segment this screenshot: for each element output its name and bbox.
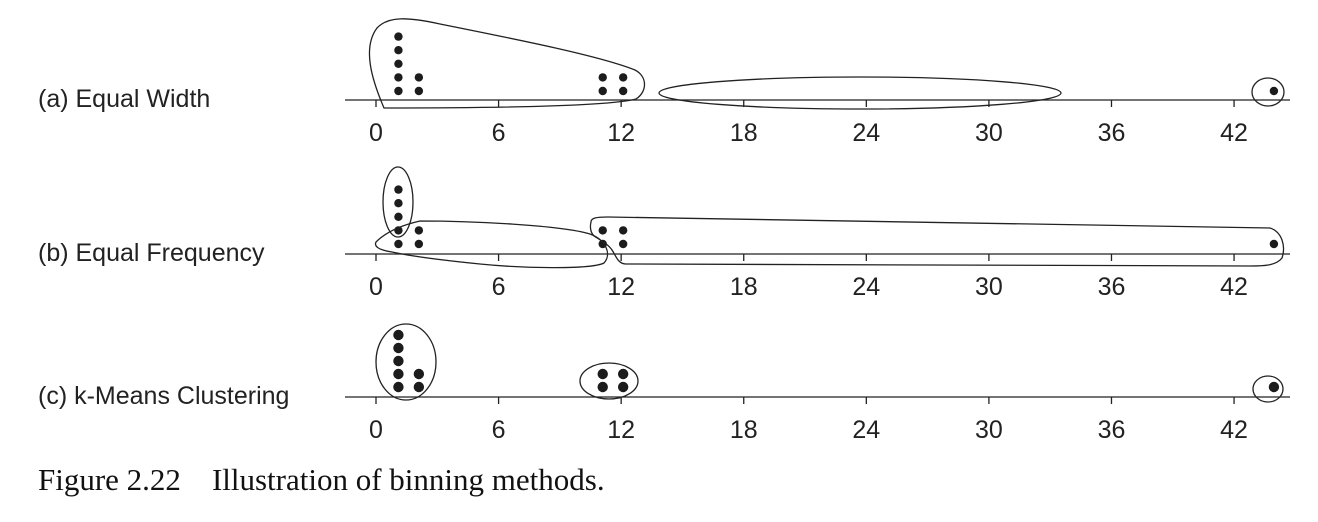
tick-label-a-36: 36 <box>1098 119 1126 147</box>
ticks-b: 0 6 12 18 24 30 36 42 <box>369 254 1248 301</box>
data-point-b-2-1 <box>414 239 424 249</box>
data-point-c-11-1 <box>597 381 608 393</box>
panel-label-kmeans: (c) k-Means Clustering <box>38 382 289 410</box>
tick-label-b-36: 36 <box>1098 273 1126 301</box>
bin-freq-1 <box>382 166 414 238</box>
data-point-b-1-3 <box>394 212 403 221</box>
data-point-c-1-3 <box>393 355 404 367</box>
data-point-c-44-1 <box>1268 381 1280 393</box>
data-point-a-2-1 <box>414 86 424 96</box>
data-point-a-12-1 <box>618 86 628 96</box>
tick-label-a-12: 12 <box>607 119 635 147</box>
panel-equal-width: (a) Equal Width 0 6 12 18 24 30 36 42 <box>38 18 1290 147</box>
bin-width-0-13 <box>368 18 646 109</box>
data-point-c-2-2 <box>413 368 425 380</box>
tick-label-b-30: 30 <box>975 273 1003 301</box>
data-point-b-44-1 <box>1269 239 1279 249</box>
cluster-3 <box>1252 375 1284 403</box>
tick-label-b-42: 42 <box>1220 273 1248 301</box>
points-c <box>393 329 1280 393</box>
data-point-b-12-2 <box>618 226 628 235</box>
data-point-c-1-1 <box>393 381 404 393</box>
data-point-b-12-1 <box>618 239 628 249</box>
panel-label-equal-width: (a) Equal Width <box>38 85 210 113</box>
tick-label-c-42: 42 <box>1220 416 1248 444</box>
tick-label-c-24: 24 <box>852 416 880 444</box>
tick-label-b-12: 12 <box>607 273 635 301</box>
panel-kmeans: (c) k-Means Clustering 0 6 12 18 24 30 36 42 <box>38 323 1290 444</box>
tick-label-b-24: 24 <box>852 273 880 301</box>
caption-number: Figure 2.22 <box>38 462 181 497</box>
tick-label-b-18: 18 <box>730 273 758 301</box>
cluster-1 <box>375 323 437 401</box>
data-point-c-1-4 <box>393 342 404 354</box>
data-point-a-1-3 <box>394 59 403 68</box>
panel-label-equal-frequency: (b) Equal Frequency <box>38 239 265 267</box>
tick-label-c-30: 30 <box>975 416 1003 444</box>
data-point-a-1-4 <box>394 46 403 55</box>
points-b <box>394 185 1279 249</box>
bin-width-13-34 <box>658 76 1062 110</box>
data-point-a-12-2 <box>618 73 628 82</box>
data-point-b-1-4 <box>394 199 403 208</box>
panel-equal-frequency: (b) Equal Frequency 0 6 12 18 24 30 36 42 <box>38 166 1290 301</box>
ticks-c: 0 6 12 18 24 30 36 42 <box>369 397 1248 444</box>
bin-freq-2 <box>374 220 609 269</box>
data-point-c-2-1 <box>413 381 425 393</box>
cluster-2 <box>579 362 639 400</box>
tick-label-a-18: 18 <box>730 119 758 147</box>
points-a <box>394 32 1279 96</box>
tick-label-c-0: 0 <box>369 416 383 444</box>
ticks-a: 0 6 12 18 24 30 36 42 <box>369 100 1248 147</box>
data-point-b-1-1 <box>394 239 403 249</box>
data-point-a-44-1 <box>1269 86 1279 96</box>
data-point-c-12-2 <box>617 368 629 380</box>
tick-label-b-6: 6 <box>492 273 506 301</box>
tick-label-c-6: 6 <box>492 416 506 444</box>
tick-label-a-24: 24 <box>852 119 880 147</box>
data-point-a-1-1 <box>394 86 403 96</box>
tick-label-a-0: 0 <box>369 119 383 147</box>
data-point-b-2-2 <box>414 226 424 235</box>
data-point-a-11-1 <box>598 86 607 96</box>
tick-label-c-36: 36 <box>1098 416 1126 444</box>
caption-text: Illustration of binning methods. <box>211 462 605 497</box>
data-point-b-11-2 <box>598 226 607 235</box>
figure-caption: Figure 2.22 Illustration of binning meth… <box>38 462 605 498</box>
tick-label-b-0: 0 <box>369 273 383 301</box>
tick-label-a-42: 42 <box>1220 119 1248 147</box>
bin-freq-3 <box>589 216 1285 267</box>
bin-width-35-45 <box>1251 77 1285 107</box>
data-point-c-11-2 <box>597 368 608 380</box>
data-point-c-12-1 <box>617 381 629 393</box>
tick-label-a-30: 30 <box>975 119 1003 147</box>
data-point-a-1-5 <box>394 32 403 41</box>
tick-label-a-6: 6 <box>492 119 506 147</box>
tick-label-c-12: 12 <box>607 416 635 444</box>
data-point-a-11-2 <box>598 73 607 82</box>
data-point-a-2-2 <box>414 73 424 82</box>
data-point-c-1-5 <box>393 329 404 341</box>
data-point-a-1-2 <box>394 73 403 82</box>
data-point-c-1-2 <box>393 368 404 380</box>
data-point-b-1-5 <box>394 185 403 194</box>
tick-label-c-18: 18 <box>730 416 758 444</box>
